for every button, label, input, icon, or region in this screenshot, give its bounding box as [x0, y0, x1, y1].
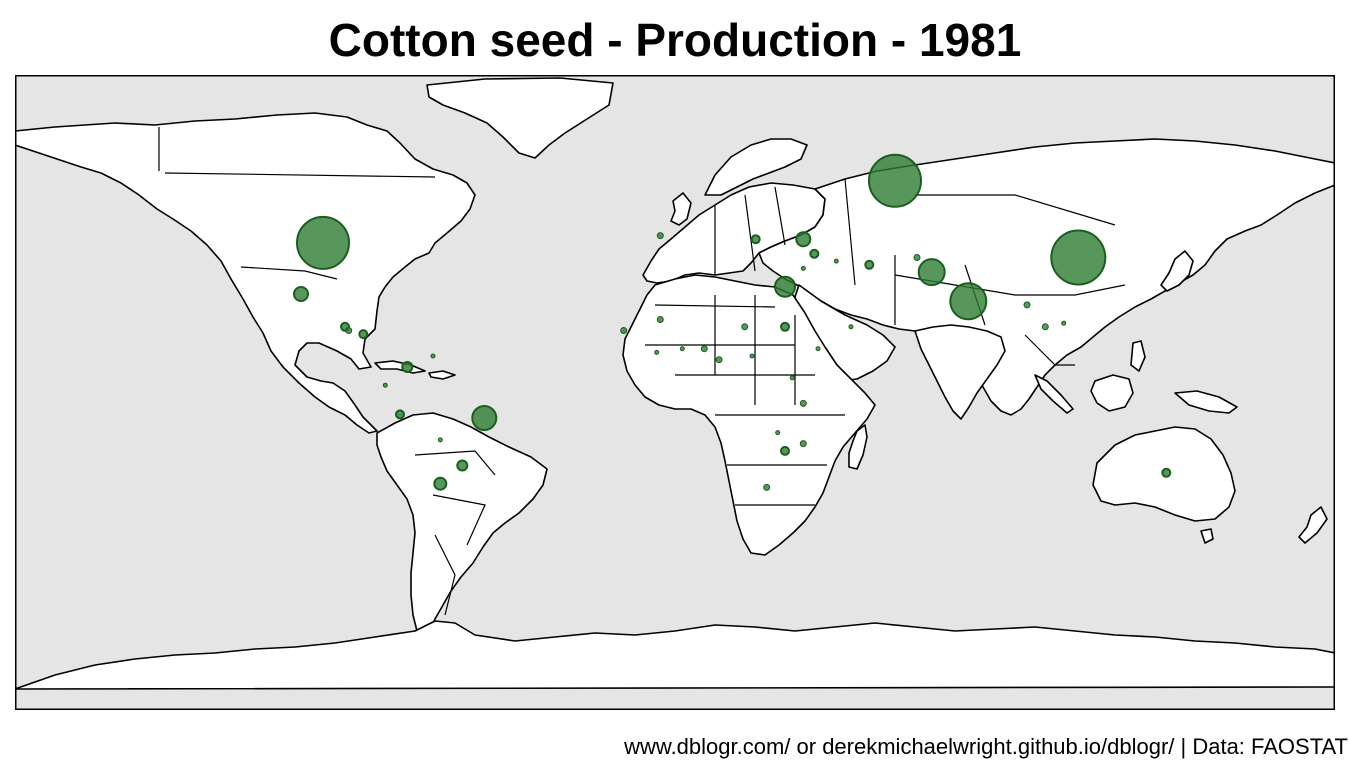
land-new-zealand [1298, 506, 1328, 544]
land-new-guinea [1174, 390, 1238, 414]
border-europe-1 [714, 186, 786, 275]
land-north-america [15, 112, 476, 434]
land-madagascar [848, 424, 868, 470]
land-japan [1160, 250, 1194, 292]
production-bubble [795, 231, 812, 248]
border-us-mexico [240, 266, 338, 280]
production-bubble [715, 356, 723, 364]
production-bubble [775, 430, 781, 436]
production-bubble [833, 258, 839, 264]
source-caption: www.dblogr.com/ or derekmichaelwright.gi… [624, 734, 1348, 759]
production-bubble [799, 440, 807, 448]
land-greenland [426, 77, 614, 159]
production-bubble [293, 286, 309, 302]
border-sa-3 [434, 534, 456, 616]
land-philippines [1130, 340, 1146, 372]
production-bubble [741, 323, 749, 331]
production-bubble [654, 349, 660, 355]
land-masses [15, 77, 1335, 690]
border-sa-1 [414, 450, 496, 476]
production-bubble [1041, 323, 1049, 331]
land-cuba [374, 360, 426, 374]
production-bubble [345, 327, 353, 334]
border-asia-4 [1024, 334, 1075, 366]
border-africa-7 [714, 295, 796, 405]
land-hispaniola [428, 370, 456, 380]
production-bubble [1161, 467, 1172, 478]
land-india [914, 324, 1006, 420]
production-bubbles [293, 153, 1172, 491]
production-bubble [382, 382, 388, 388]
land-borneo [1090, 374, 1134, 412]
production-bubble [763, 483, 771, 491]
production-bubble [799, 399, 807, 407]
border-sa-2 [432, 494, 486, 546]
land-scandinavia [704, 138, 808, 196]
land-tasmania [1200, 528, 1214, 544]
border-us-canada [164, 172, 436, 178]
border-asia-1 [844, 178, 1116, 286]
production-bubble [1023, 301, 1031, 309]
production-bubble [780, 445, 790, 456]
production-bubble [456, 459, 469, 472]
production-bubble [1061, 320, 1067, 326]
production-bubble [656, 232, 664, 240]
map-panel [15, 75, 1335, 710]
production-bubble [656, 316, 664, 323]
production-bubble [358, 329, 369, 340]
production-bubble [815, 346, 821, 352]
production-bubble [789, 375, 795, 381]
production-bubble [620, 327, 628, 334]
land-south-america [376, 412, 548, 640]
production-bubble [1050, 229, 1107, 286]
production-bubble [864, 259, 875, 270]
world-map [15, 75, 1335, 710]
production-bubble [296, 215, 350, 270]
production-bubble [700, 345, 708, 353]
production-bubble [848, 324, 854, 330]
production-bubble [774, 275, 796, 298]
production-bubble [917, 258, 946, 287]
map-frame [15, 75, 1335, 710]
production-bubble [780, 321, 790, 332]
land-antarctica [15, 620, 1335, 690]
land-uk [670, 192, 692, 226]
production-bubble [800, 265, 806, 271]
production-bubble [430, 353, 436, 359]
production-bubble [437, 437, 443, 443]
production-bubble [679, 346, 685, 352]
production-bubble [749, 353, 755, 359]
production-bubble [809, 248, 820, 259]
production-bubble [395, 409, 405, 420]
production-bubble [868, 153, 922, 208]
production-bubble [433, 476, 448, 491]
production-bubble [471, 405, 498, 431]
production-bubble [949, 282, 988, 321]
land-sumatra [1034, 374, 1074, 414]
production-bubble [750, 234, 761, 245]
production-bubble [913, 254, 921, 261]
production-bubble [401, 361, 414, 373]
map-title: Cotton seed - Production - 1981 [328, 14, 1022, 66]
